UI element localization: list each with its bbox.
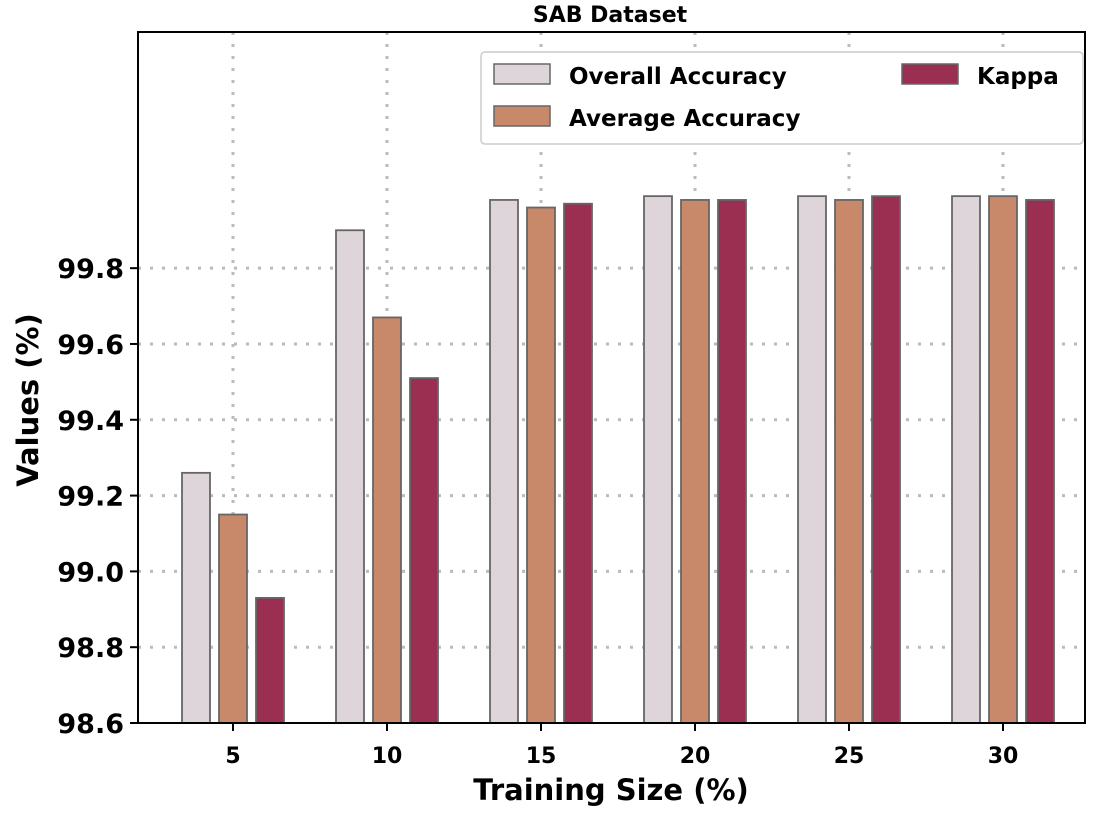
x-tick-label: 5 xyxy=(225,744,240,769)
y-tick-label: 99.2 xyxy=(57,482,124,513)
x-ticks: 5 10 15 20 25 30 xyxy=(225,723,1018,769)
legend-label-kappa: Kappa xyxy=(977,64,1059,90)
x-axis-label: Training Size (%) xyxy=(473,773,749,807)
bar-average-accuracy-25 xyxy=(834,199,864,724)
x-tick-label: 25 xyxy=(834,744,865,769)
bar-kappa-5 xyxy=(255,597,285,724)
x-tick-label: 20 xyxy=(680,744,711,769)
x-tick-label: 30 xyxy=(988,744,1019,769)
bar-overall-accuracy-20 xyxy=(643,195,673,724)
y-tick-label: 99.8 xyxy=(57,254,124,285)
legend-swatch-average-accuracy xyxy=(493,105,551,127)
bar-average-accuracy-15 xyxy=(526,206,556,724)
bar-overall-accuracy-15 xyxy=(489,199,519,724)
y-axis-label: Values (%) xyxy=(11,313,45,487)
legend-swatch-overall-accuracy xyxy=(493,63,551,85)
bar-kappa-15 xyxy=(563,202,593,724)
chart-title: SAB Dataset xyxy=(533,3,688,28)
bar-kappa-20 xyxy=(717,199,747,724)
bar-average-accuracy-20 xyxy=(680,199,710,724)
bar-overall-accuracy-5 xyxy=(181,471,211,724)
bar-average-accuracy-30 xyxy=(988,195,1018,724)
plot-frame xyxy=(137,31,1086,724)
legend-label-average-accuracy: Average Accuracy xyxy=(569,106,800,132)
bar-kappa-10 xyxy=(409,377,439,724)
bar-overall-accuracy-25 xyxy=(797,195,827,724)
legend-swatch-kappa xyxy=(901,63,959,85)
y-ticks: 98.6 98.8 99.0 99.2 99.4 99.6 99.8 xyxy=(57,254,138,740)
x-tick-label: 10 xyxy=(372,744,403,769)
grid xyxy=(138,32,1085,723)
bar-overall-accuracy-30 xyxy=(951,195,981,724)
y-tick-label: 99.0 xyxy=(57,557,124,588)
y-tick-label: 98.6 xyxy=(57,709,124,740)
y-tick-label: 98.8 xyxy=(57,633,124,664)
bar-average-accuracy-10 xyxy=(372,316,402,724)
y-tick-label: 99.4 xyxy=(57,406,124,437)
bars xyxy=(181,195,1055,724)
legend: Overall Accuracy Average Accuracy Kappa xyxy=(480,51,1084,145)
bar-kappa-30 xyxy=(1025,199,1055,724)
x-tick-label: 15 xyxy=(526,744,557,769)
bar-kappa-25 xyxy=(871,195,901,724)
bar-average-accuracy-5 xyxy=(218,513,248,724)
bar-overall-accuracy-10 xyxy=(335,229,365,724)
legend-label-overall-accuracy: Overall Accuracy xyxy=(569,64,787,90)
y-tick-label: 99.6 xyxy=(57,330,124,361)
